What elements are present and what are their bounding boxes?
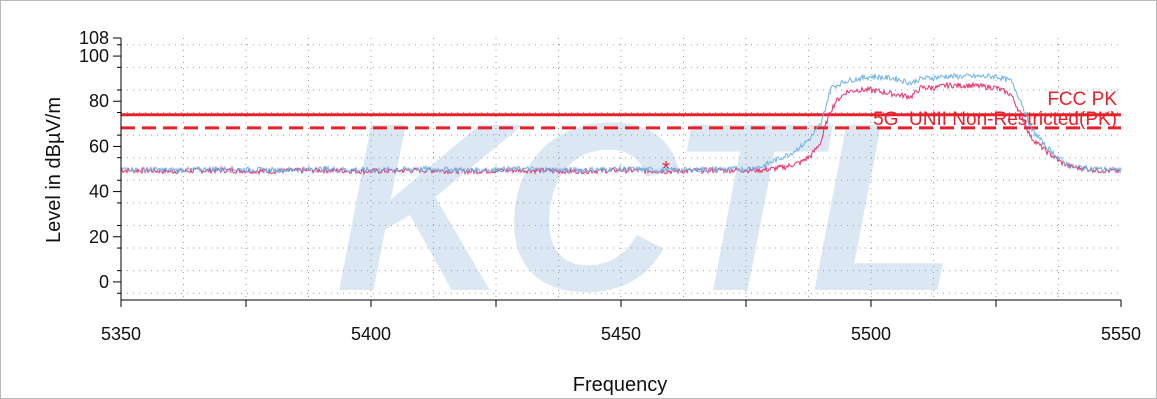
x-tick-label: 5550 (1101, 324, 1141, 344)
y-tick-label: 108 (79, 28, 109, 48)
peak-marker: * (662, 158, 670, 180)
y-tick-label: 40 (89, 182, 109, 202)
trace-series (120, 72, 1122, 176)
x-tick-label: 5400 (351, 324, 391, 344)
markers: * (662, 158, 670, 180)
y-tick-label: 0 (99, 272, 109, 292)
x-axis-label: Frequency (573, 374, 668, 396)
axis-labels: Level in dBµV/m Frequency (43, 97, 667, 396)
x-tick-label: 5500 (851, 324, 891, 344)
y-tick-label: 60 (89, 136, 109, 156)
trace-line (120, 72, 1122, 175)
limit-label: 5G_UNII Non-Restricted(PK) (873, 109, 1117, 130)
kctl-watermark: KCTL (335, 73, 951, 341)
limit-label: FCC PK (1047, 89, 1117, 110)
y-tick-label: 80 (89, 91, 109, 111)
y-axis-label: Level in dBµV/m (43, 97, 65, 243)
x-tick-label: 5350 (101, 324, 141, 344)
x-tick-label: 5450 (601, 324, 641, 344)
y-tick-label: 20 (89, 227, 109, 247)
y-tick-label: 100 (79, 46, 109, 66)
